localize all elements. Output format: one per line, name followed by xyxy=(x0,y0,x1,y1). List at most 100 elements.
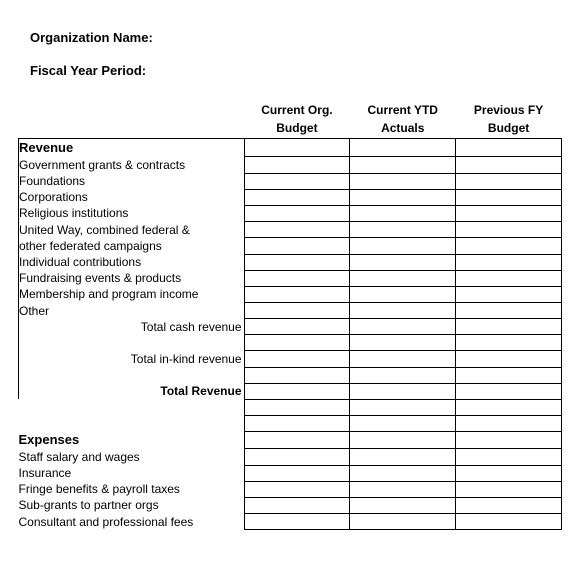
row-label: Insurance xyxy=(19,465,245,481)
data-cell[interactable] xyxy=(244,335,350,351)
data-cell[interactable] xyxy=(456,189,562,205)
col3-header-l1: Previous FY xyxy=(456,102,562,120)
data-cell[interactable] xyxy=(350,286,456,302)
data-cell[interactable] xyxy=(456,481,562,497)
data-cell[interactable] xyxy=(350,319,456,335)
data-cell[interactable] xyxy=(350,222,456,238)
data-cell[interactable] xyxy=(456,351,562,367)
data-cell[interactable] xyxy=(456,173,562,189)
data-cell[interactable] xyxy=(456,415,562,431)
col2-header-l2: Actuals xyxy=(350,120,456,139)
data-cell[interactable] xyxy=(350,189,456,205)
data-cell[interactable] xyxy=(244,173,350,189)
table-row: Total cash revenue xyxy=(19,319,562,335)
data-cell[interactable] xyxy=(244,254,350,270)
table-row: Sub-grants to partner orgs xyxy=(19,497,562,513)
data-cell[interactable] xyxy=(350,303,456,319)
data-cell[interactable] xyxy=(244,286,350,302)
data-cell[interactable] xyxy=(350,514,456,530)
expenses-title: Expenses xyxy=(19,431,245,449)
data-cell[interactable] xyxy=(244,139,350,157)
data-cell[interactable] xyxy=(350,335,456,351)
data-cell[interactable] xyxy=(350,399,456,415)
data-cell[interactable] xyxy=(350,238,456,254)
data-cell[interactable] xyxy=(456,383,562,399)
data-cell[interactable] xyxy=(456,514,562,530)
table-row: other federated campaigns xyxy=(19,238,562,254)
table-row: Fundraising events & products xyxy=(19,270,562,286)
data-cell[interactable] xyxy=(456,431,562,449)
data-cell[interactable] xyxy=(350,254,456,270)
data-cell[interactable] xyxy=(244,351,350,367)
data-cell[interactable] xyxy=(456,270,562,286)
data-cell[interactable] xyxy=(244,157,350,173)
data-cell[interactable] xyxy=(244,514,350,530)
table-row: United Way, combined federal & xyxy=(19,222,562,238)
row-label: Individual contributions xyxy=(19,254,245,270)
data-cell[interactable] xyxy=(244,222,350,238)
org-name-label: Organization Name: xyxy=(18,30,562,45)
data-cell[interactable] xyxy=(350,449,456,465)
data-cell[interactable] xyxy=(244,205,350,221)
row-label: Staff salary and wages xyxy=(19,449,245,465)
data-cell[interactable] xyxy=(456,139,562,157)
data-cell[interactable] xyxy=(456,222,562,238)
table-row: Insurance xyxy=(19,465,562,481)
data-cell[interactable] xyxy=(350,351,456,367)
data-cell[interactable] xyxy=(456,254,562,270)
table-row xyxy=(19,367,562,383)
row-label: Other xyxy=(19,303,245,319)
data-cell[interactable] xyxy=(350,173,456,189)
col1-header-l2: Budget xyxy=(244,120,350,139)
row-label xyxy=(19,415,245,431)
table-row xyxy=(19,415,562,431)
table-row xyxy=(19,335,562,351)
data-cell[interactable] xyxy=(244,465,350,481)
table-header-row: Current Org. Current YTD Previous FY xyxy=(19,102,562,120)
data-cell[interactable] xyxy=(244,449,350,465)
data-cell[interactable] xyxy=(350,481,456,497)
data-cell[interactable] xyxy=(350,270,456,286)
data-cell[interactable] xyxy=(244,431,350,449)
data-cell[interactable] xyxy=(244,189,350,205)
data-cell[interactable] xyxy=(350,205,456,221)
data-cell[interactable] xyxy=(350,415,456,431)
data-cell[interactable] xyxy=(456,319,562,335)
data-cell[interactable] xyxy=(350,497,456,513)
row-label: Corporations xyxy=(19,189,245,205)
data-cell[interactable] xyxy=(456,205,562,221)
data-cell[interactable] xyxy=(350,139,456,157)
table-row: Religious institutions xyxy=(19,205,562,221)
data-cell[interactable] xyxy=(350,157,456,173)
data-cell[interactable] xyxy=(244,270,350,286)
data-cell[interactable] xyxy=(456,303,562,319)
data-cell[interactable] xyxy=(244,415,350,431)
data-cell[interactable] xyxy=(456,238,562,254)
data-cell[interactable] xyxy=(350,383,456,399)
data-cell[interactable] xyxy=(456,335,562,351)
data-cell[interactable] xyxy=(244,383,350,399)
data-cell[interactable] xyxy=(244,319,350,335)
row-label: Foundations xyxy=(19,173,245,189)
data-cell[interactable] xyxy=(456,497,562,513)
data-cell[interactable] xyxy=(244,367,350,383)
data-cell[interactable] xyxy=(456,286,562,302)
data-cell[interactable] xyxy=(456,465,562,481)
data-cell[interactable] xyxy=(244,399,350,415)
data-cell[interactable] xyxy=(456,399,562,415)
data-cell[interactable] xyxy=(244,481,350,497)
row-label: Membership and program income xyxy=(19,286,245,302)
revenue-title: Revenue xyxy=(19,139,245,157)
data-cell[interactable] xyxy=(244,238,350,254)
data-cell[interactable] xyxy=(244,497,350,513)
data-cell[interactable] xyxy=(350,431,456,449)
data-cell[interactable] xyxy=(456,367,562,383)
data-cell[interactable] xyxy=(350,465,456,481)
data-cell[interactable] xyxy=(456,449,562,465)
table-row: Fringe benefits & payroll taxes xyxy=(19,481,562,497)
total-revenue-label: Total Revenue xyxy=(19,383,245,399)
data-cell[interactable] xyxy=(244,303,350,319)
data-cell[interactable] xyxy=(350,367,456,383)
row-label: Fundraising events & products xyxy=(19,270,245,286)
data-cell[interactable] xyxy=(456,157,562,173)
